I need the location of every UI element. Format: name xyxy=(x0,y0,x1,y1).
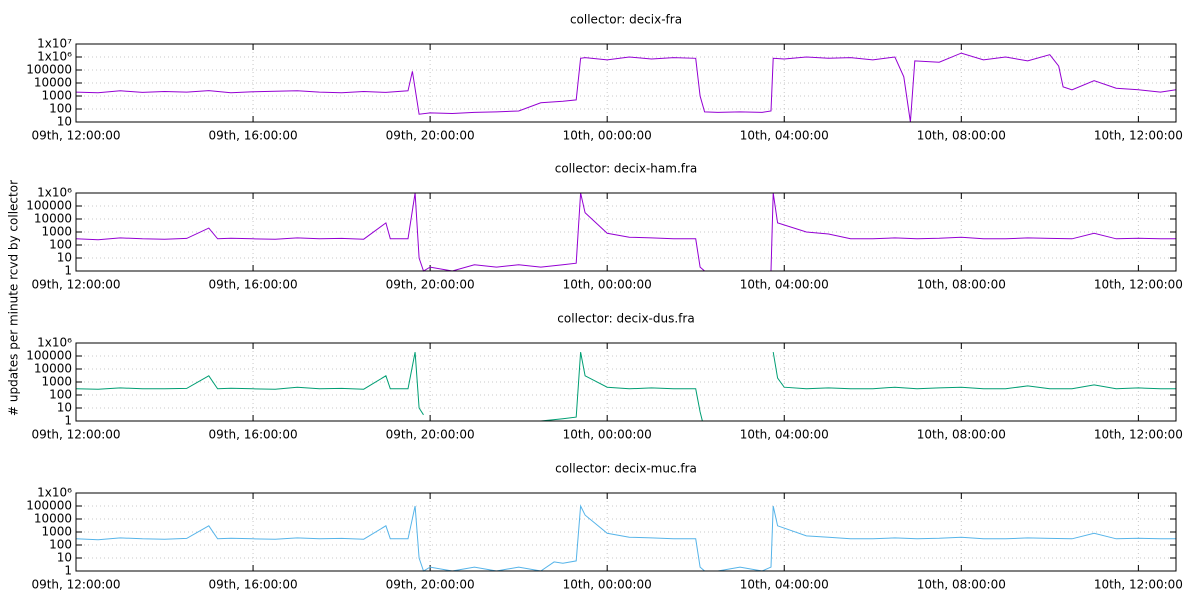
y-tick-label: 1 xyxy=(64,264,72,278)
x-tick-label: 10th, 04:00:00 xyxy=(740,578,829,592)
x-tick-label: 10th, 00:00:00 xyxy=(563,278,652,292)
y-tick-label: 10 xyxy=(57,551,72,565)
y-tick-label: 100 xyxy=(49,388,72,402)
y-tick-label: 100 xyxy=(49,238,72,252)
x-tick-label: 09th, 20:00:00 xyxy=(386,129,475,143)
x-tick-label: 10th, 00:00:00 xyxy=(563,578,652,592)
series-line xyxy=(75,192,1176,272)
y-tick-label: 1000 xyxy=(41,89,72,103)
y-tick-label: 100000 xyxy=(26,349,72,363)
plot-frame xyxy=(75,492,1177,572)
plot-frame xyxy=(75,342,1177,422)
series-line xyxy=(75,52,1177,123)
x-tick-label: 10th, 12:00:00 xyxy=(1094,278,1183,292)
y-tick-label: 1 xyxy=(64,414,72,428)
y-tick-label: 100000 xyxy=(26,499,72,513)
x-tick-label: 10th, 04:00:00 xyxy=(740,129,829,143)
x-tick-label: 09th, 20:00:00 xyxy=(386,578,475,592)
plot-frame xyxy=(75,192,1177,272)
panel: collector: decix-fra 10100100010000100000… xyxy=(26,13,1183,143)
y-tick-label: 1x10⁷ xyxy=(37,37,72,51)
x-tick-label: 09th, 12:00:00 xyxy=(31,129,120,143)
y-tick-label: 10000 xyxy=(34,362,72,376)
x-tick-label: 09th, 12:00:00 xyxy=(31,578,120,592)
panel: collector: decix-muc.fra1101001000100001… xyxy=(26,462,1183,592)
x-tick-label: 09th, 12:00:00 xyxy=(31,428,120,442)
y-tick-label: 100000 xyxy=(26,63,72,77)
y-tick-label: 10000 xyxy=(34,512,72,526)
x-tick-label: 10th, 12:00:00 xyxy=(1094,428,1183,442)
panel-title: collector: decix-muc.fra xyxy=(555,462,697,476)
x-tick-label: 09th, 16:00:00 xyxy=(209,129,298,143)
panel-title: collector: decix-fra xyxy=(570,13,682,27)
panel: collector: decix-ham.fra1101001000100001… xyxy=(26,162,1183,292)
y-tick-label: 10000 xyxy=(34,76,72,90)
panel-title: collector: decix-ham.fra xyxy=(555,162,698,176)
x-tick-label: 10th, 04:00:00 xyxy=(740,428,829,442)
series-line xyxy=(75,504,1176,572)
x-tick-label: 10th, 08:00:00 xyxy=(917,278,1006,292)
x-tick-label: 10th, 08:00:00 xyxy=(917,428,1006,442)
y-tick-label: 10000 xyxy=(34,212,72,226)
y-tick-label: 1x10⁶ xyxy=(37,50,72,64)
x-tick-label: 10th, 12:00:00 xyxy=(1094,578,1183,592)
y-tick-label: 1000 xyxy=(41,375,72,389)
y-tick-label: 1000 xyxy=(41,525,72,539)
x-tick-label: 09th, 20:00:00 xyxy=(386,428,475,442)
y-tick-label: 10 xyxy=(57,401,72,415)
y-axis-label: # updates per minute rcvd by collector xyxy=(7,180,21,416)
y-tick-label: 1x10⁶ xyxy=(37,186,72,200)
x-tick-label: 09th, 20:00:00 xyxy=(386,278,475,292)
panel: collector: decix-dus.fra1101001000100001… xyxy=(26,312,1183,442)
x-tick-label: 09th, 12:00:00 xyxy=(31,278,120,292)
plot-frame xyxy=(75,43,1177,123)
x-tick-label: 10th, 08:00:00 xyxy=(917,578,1006,592)
y-tick-label: 1x10⁶ xyxy=(37,336,72,350)
y-tick-label: 1000 xyxy=(41,225,72,239)
y-tick-label: 10 xyxy=(57,115,72,129)
y-tick-label: 100000 xyxy=(26,199,72,213)
x-tick-label: 10th, 00:00:00 xyxy=(563,428,652,442)
y-tick-label: 100 xyxy=(49,538,72,552)
y-tick-label: 100 xyxy=(49,102,72,116)
x-tick-label: 09th, 16:00:00 xyxy=(209,428,298,442)
x-tick-label: 10th, 08:00:00 xyxy=(917,129,1006,143)
x-tick-label: 10th, 12:00:00 xyxy=(1094,129,1183,143)
y-tick-label: 1 xyxy=(64,564,72,578)
series-line xyxy=(75,352,1176,422)
panel-title: collector: decix-dus.fra xyxy=(557,312,694,326)
x-tick-label: 09th, 16:00:00 xyxy=(209,278,298,292)
x-tick-label: 10th, 00:00:00 xyxy=(563,129,652,143)
x-tick-label: 09th, 16:00:00 xyxy=(209,578,298,592)
y-tick-label: 10 xyxy=(57,251,72,265)
y-tick-label: 1x10⁶ xyxy=(37,486,72,500)
x-tick-label: 10th, 04:00:00 xyxy=(740,278,829,292)
